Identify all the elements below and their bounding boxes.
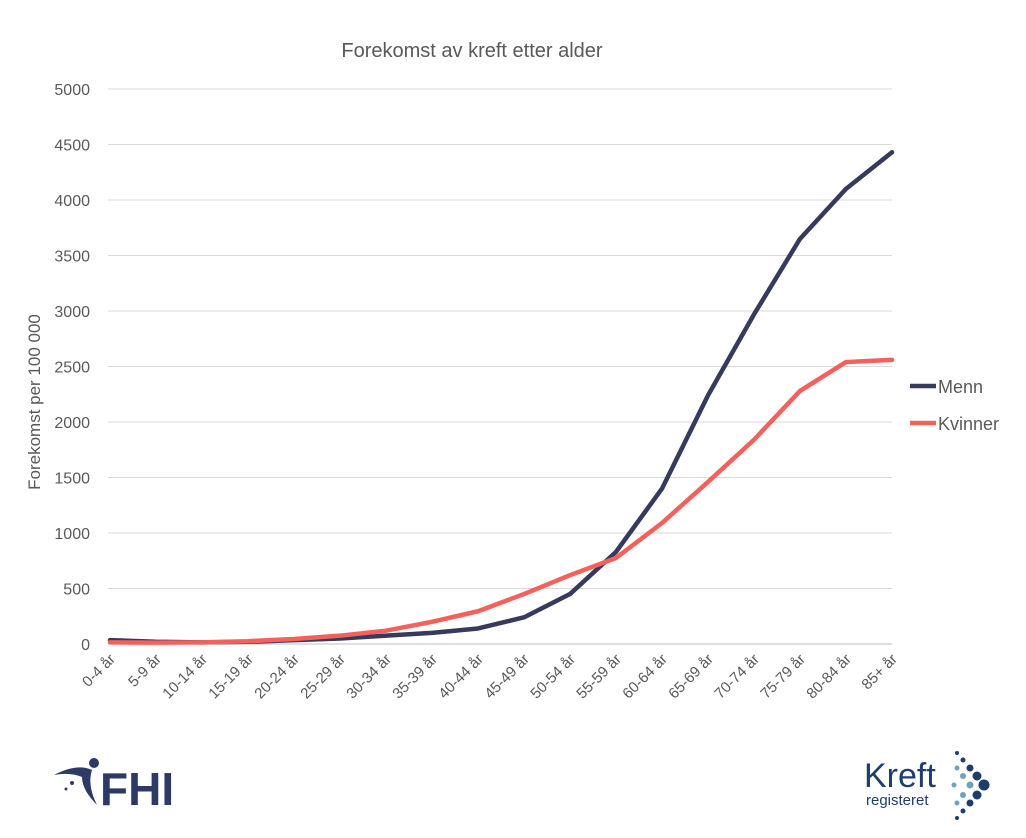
y-tick-label: 4500 — [54, 138, 90, 155]
fhi-logo: FHI — [52, 755, 192, 810]
y-tick-label: 3500 — [54, 249, 90, 266]
legend-label-kvinner: Kvinner — [938, 414, 999, 434]
series-line-menn — [110, 152, 892, 642]
logo-dot — [952, 783, 957, 788]
x-tick-label: 10-14 år — [159, 651, 211, 703]
x-tick-label: 30-34 år — [343, 651, 395, 703]
logo-dot — [967, 782, 974, 789]
x-tick-label: 75-79 år — [757, 651, 809, 703]
y-tick-label: 0 — [81, 637, 90, 654]
logo-dot — [955, 816, 959, 820]
kreftregisteret-logo: Kreft registeret — [862, 745, 1002, 825]
logo-dot — [960, 773, 966, 779]
y-tick-label: 3000 — [54, 304, 90, 321]
logo-dot — [973, 772, 982, 781]
logo-dot — [955, 766, 960, 771]
y-tick-label: 500 — [63, 582, 90, 599]
logo-dot — [960, 792, 966, 798]
logo-dot — [967, 765, 974, 772]
chart-title: Forekomst av kreft etter alder — [341, 40, 603, 62]
x-tick-label: 5-9 år — [125, 651, 165, 691]
x-tick-label: 25-29 år — [297, 651, 349, 703]
logo-dot — [961, 809, 966, 814]
x-tick-label: 35-39 år — [389, 651, 441, 703]
legend-label-menn: Menn — [938, 377, 983, 397]
logo-dot — [979, 780, 990, 791]
logo-dot — [961, 758, 966, 763]
y-tick-label: 5000 — [54, 82, 90, 99]
logo-dot — [973, 791, 982, 800]
svg-text:registeret: registeret — [866, 792, 929, 809]
y-tick-label: 1500 — [54, 471, 90, 488]
x-tick-label: 60-64 år — [619, 651, 671, 703]
x-tick-label: 20-24 år — [251, 651, 303, 703]
y-axis-label: Forekomst per 100 000 — [25, 314, 44, 490]
y-tick-label: 2500 — [54, 360, 90, 377]
x-tick-label: 40-44 år — [435, 651, 487, 703]
x-tick-label: 80-84 år — [803, 651, 855, 703]
logo-dot — [955, 751, 959, 755]
x-tick-label: 70-74 år — [711, 651, 763, 703]
logo-dot — [955, 801, 960, 806]
x-tick-label: 85+ år — [858, 651, 900, 693]
x-tick-label: 50-54 år — [527, 651, 579, 703]
y-tick-label: 1000 — [54, 526, 90, 543]
x-tick-label: 15-19 år — [205, 651, 257, 703]
logo-dot — [967, 800, 974, 807]
y-tick-label: 4000 — [54, 193, 90, 210]
x-tick-label: 55-59 år — [573, 651, 625, 703]
x-tick-label: 0-4 år — [79, 651, 119, 691]
series-line-kvinner — [110, 360, 892, 643]
y-tick-label: 2000 — [54, 415, 90, 432]
svg-text:Kreft: Kreft — [864, 757, 936, 795]
svg-text:FHI: FHI — [100, 763, 174, 810]
x-tick-label: 65-69 år — [665, 651, 717, 703]
x-tick-label: 45-49 år — [481, 651, 533, 703]
